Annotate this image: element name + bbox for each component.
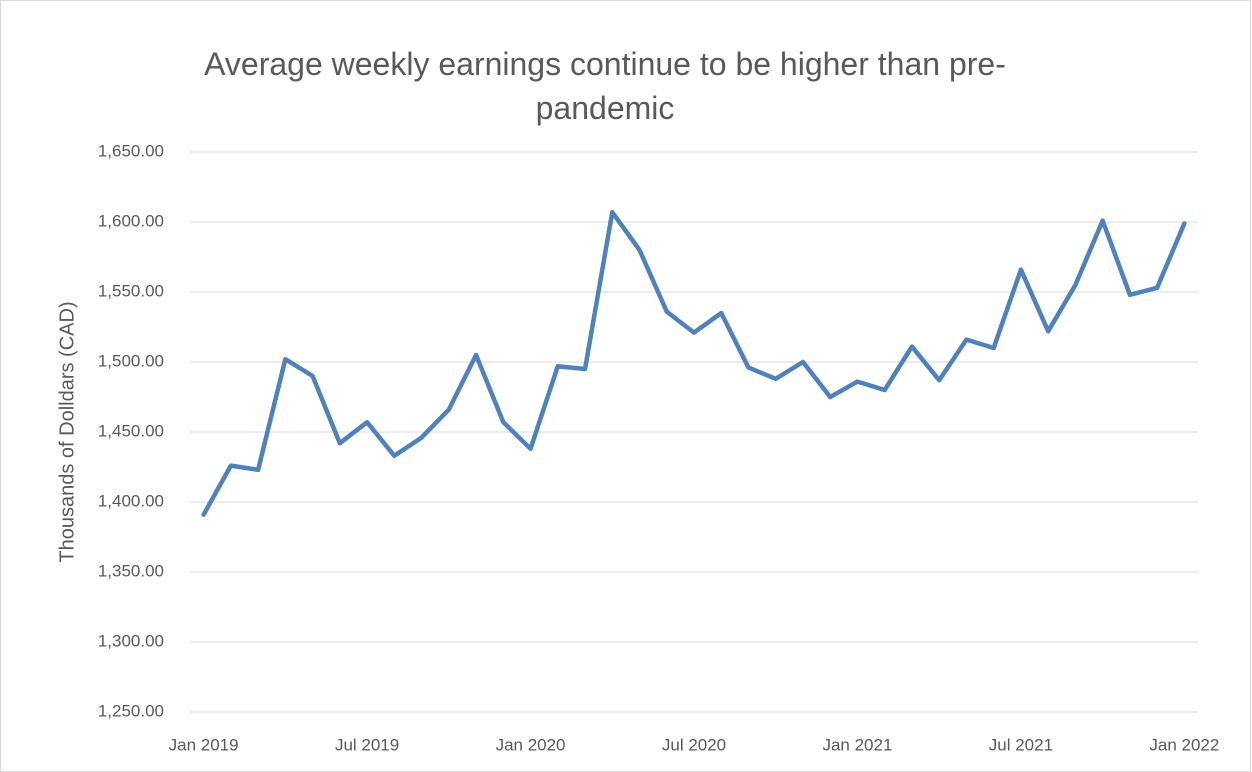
x-tick-label: Jan 2021 <box>822 735 892 754</box>
x-tick-label: Jan 2022 <box>1149 735 1219 754</box>
x-tick-label: Jan 2019 <box>169 735 239 754</box>
y-tick-label: 1,500.00 <box>98 351 164 370</box>
y-tick-label: 1,350.00 <box>98 561 164 580</box>
y-tick-label: 1,400.00 <box>98 491 164 510</box>
x-tick-label: Jul 2020 <box>662 735 726 754</box>
y-tick-label: 1,550.00 <box>98 281 164 300</box>
y-tick-label: 1,300.00 <box>98 631 164 650</box>
y-axis-label: Thousands of Dolldars (CAD) <box>56 301 78 562</box>
x-tick-label: Jan 2020 <box>496 735 566 754</box>
y-tick-label: 1,450.00 <box>98 421 164 440</box>
y-tick-label: 1,250.00 <box>98 701 164 720</box>
x-tick-label: Jul 2021 <box>989 735 1053 754</box>
line-series <box>201 209 1187 517</box>
y-tick-label: 1,600.00 <box>98 211 164 230</box>
x-tick-label: Jul 2019 <box>335 735 399 754</box>
y-tick-label: 1,650.00 <box>98 141 164 160</box>
chart-title: Average weekly earnings continue to be h… <box>204 46 1006 126</box>
